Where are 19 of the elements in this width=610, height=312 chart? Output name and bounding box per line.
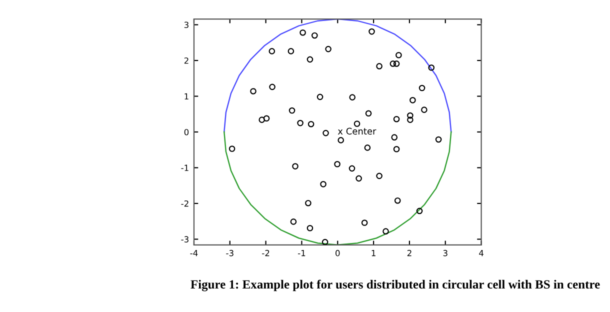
x-tick-label: -2 — [262, 250, 270, 256]
x-tick-label: 2 — [407, 250, 412, 256]
x-tick-label: 1 — [372, 250, 376, 256]
x-tick-label: 0 — [336, 250, 340, 256]
x-tick-label: -4 — [190, 250, 198, 256]
y-tick-label: -2 — [181, 200, 188, 207]
line-series — [224, 19, 452, 133]
x-tick-label: -3 — [226, 250, 234, 256]
y-tick-label: 0 — [184, 128, 189, 136]
y-tick-label: 2 — [184, 57, 188, 64]
y-tick-label: -1 — [181, 164, 188, 171]
y-tick-label: -3 — [181, 236, 188, 242]
x-tick-label: 3 — [443, 250, 448, 256]
y-tick-label: 1 — [184, 93, 188, 100]
x-tick-label: 4 — [479, 250, 484, 256]
annotation: x Center — [338, 128, 376, 135]
caption: Figure 1: Example plot for users distributed in circular cell with BS in centre — [190, 280, 600, 292]
x-tick-label: -1 — [298, 250, 306, 256]
y-tick-label: 3 — [184, 22, 188, 28]
